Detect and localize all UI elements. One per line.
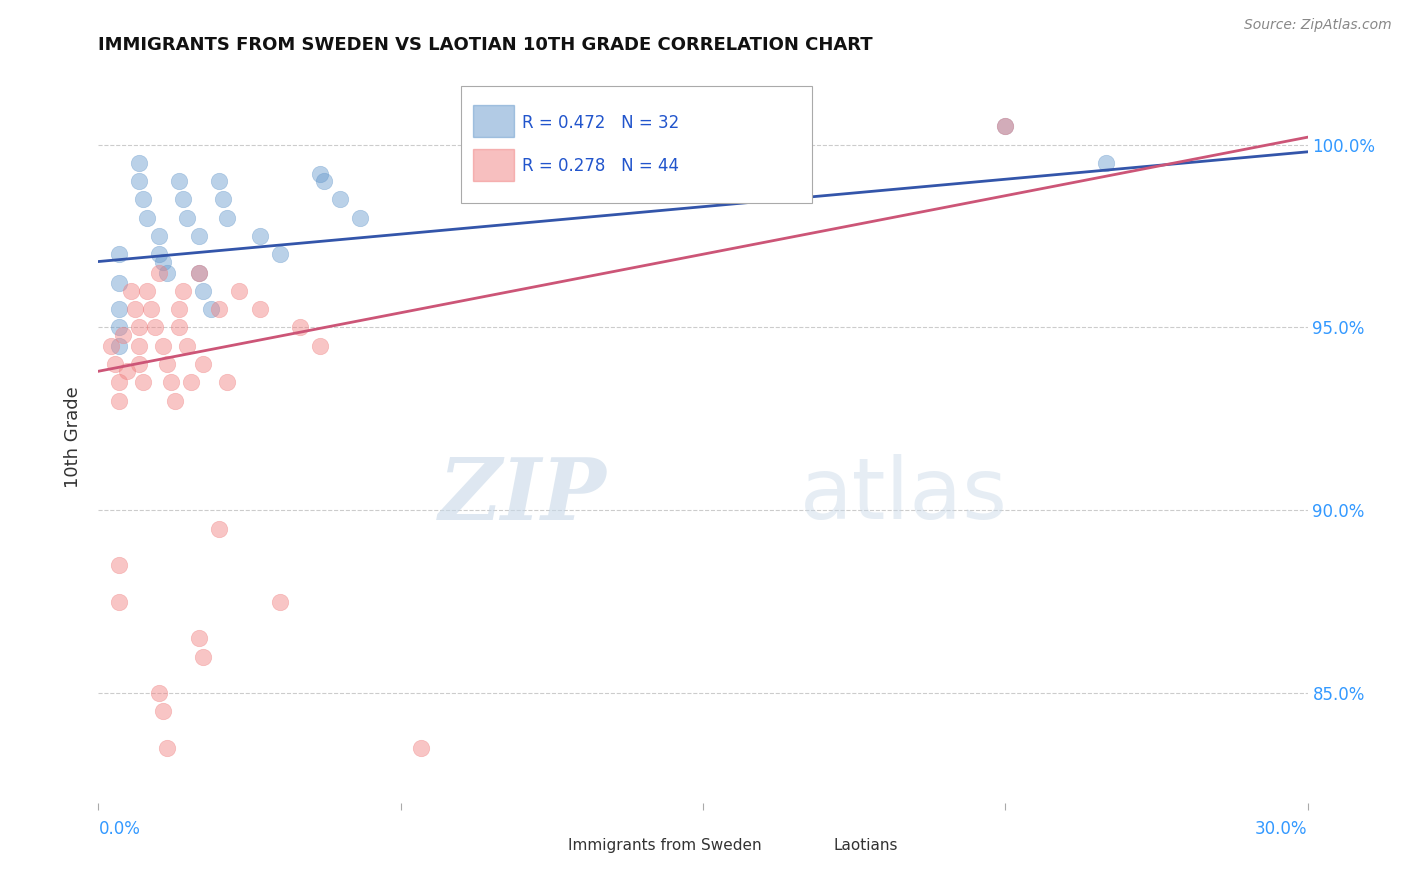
Point [107, 302, 129, 317]
FancyBboxPatch shape [517, 828, 560, 860]
FancyBboxPatch shape [474, 105, 515, 137]
Point [152, 254, 174, 268]
Point [128, 320, 150, 334]
Point [107, 339, 129, 353]
Point [314, 174, 336, 188]
Text: IMMIGRANTS FROM SWEDEN VS LAOTIAN 10TH GRADE CORRELATION CHART: IMMIGRANTS FROM SWEDEN VS LAOTIAN 10TH G… [98, 36, 873, 54]
Point [491, 156, 513, 170]
Point [193, 649, 215, 664]
Point [107, 277, 129, 291]
Point [217, 376, 239, 390]
Point [188, 266, 211, 280]
Point [107, 393, 129, 408]
Point [309, 339, 332, 353]
Text: ZIP: ZIP [439, 454, 606, 537]
Point [329, 193, 352, 207]
Point [152, 705, 174, 719]
Point [176, 339, 198, 353]
Point [156, 357, 179, 371]
Point [288, 320, 311, 334]
Point [148, 266, 170, 280]
Point [994, 120, 1017, 134]
Point [193, 284, 215, 298]
Point [115, 364, 138, 378]
Text: 0.0%: 0.0% [98, 820, 141, 838]
Point [107, 558, 129, 573]
Point [188, 632, 211, 646]
Point [160, 376, 183, 390]
Text: R = 0.472   N = 32: R = 0.472 N = 32 [522, 113, 679, 131]
Text: R = 0.278   N = 44: R = 0.278 N = 44 [522, 158, 679, 176]
Point [120, 284, 142, 298]
Point [208, 174, 231, 188]
Point [156, 741, 179, 756]
Point [172, 284, 194, 298]
Point [208, 302, 231, 317]
Point [349, 211, 371, 225]
Point [208, 522, 231, 536]
Point [269, 595, 291, 609]
Point [111, 327, 134, 342]
Point [107, 595, 129, 609]
Point [128, 174, 150, 188]
Point [212, 193, 235, 207]
Point [139, 302, 162, 317]
Point [249, 302, 271, 317]
FancyBboxPatch shape [785, 828, 825, 860]
Point [128, 339, 150, 353]
Point [167, 174, 190, 188]
Point [107, 376, 129, 390]
Point [148, 229, 170, 244]
Point [228, 284, 250, 298]
Text: 30.0%: 30.0% [1256, 820, 1308, 838]
Point [269, 247, 291, 261]
Text: Immigrants from Sweden: Immigrants from Sweden [568, 838, 761, 854]
Point [188, 229, 211, 244]
Point [100, 339, 122, 353]
Point [132, 376, 155, 390]
Point [107, 320, 129, 334]
Point [135, 284, 157, 298]
Point [1095, 156, 1118, 170]
Point [128, 357, 150, 371]
Point [167, 302, 190, 317]
Text: Laotians: Laotians [834, 838, 898, 854]
Point [124, 302, 146, 317]
Point [163, 393, 186, 408]
Point [103, 357, 125, 371]
Y-axis label: 10th Grade: 10th Grade [65, 386, 83, 488]
Point [152, 339, 174, 353]
FancyBboxPatch shape [461, 86, 811, 203]
Point [167, 320, 190, 334]
Point [409, 741, 432, 756]
Point [249, 229, 271, 244]
Point [188, 266, 211, 280]
Point [193, 357, 215, 371]
Point [148, 686, 170, 700]
Point [107, 247, 129, 261]
Text: Source: ZipAtlas.com: Source: ZipAtlas.com [1244, 18, 1392, 32]
Point [128, 156, 150, 170]
Point [309, 167, 332, 181]
Point [176, 211, 198, 225]
Point [132, 193, 155, 207]
Point [135, 211, 157, 225]
Point [180, 376, 202, 390]
Text: atlas: atlas [800, 454, 1008, 537]
Point [217, 211, 239, 225]
Point [172, 193, 194, 207]
Point [143, 320, 166, 334]
FancyBboxPatch shape [474, 149, 515, 181]
Point [994, 120, 1017, 134]
Point [148, 247, 170, 261]
Point [156, 266, 179, 280]
Point [200, 302, 222, 317]
